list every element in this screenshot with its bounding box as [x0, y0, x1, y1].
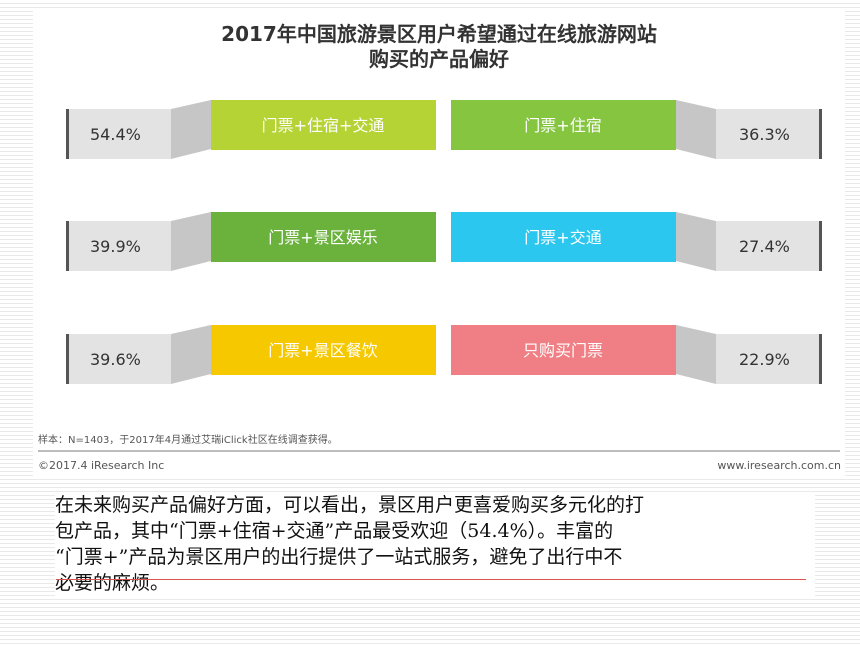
right-fold [676, 100, 716, 159]
left-edge [66, 334, 69, 384]
right-label-box [451, 100, 676, 150]
left-value-block [67, 334, 171, 384]
left-label: 门票+景区娱乐 [268, 228, 377, 247]
right-value: 22.9% [739, 350, 790, 369]
left-value: 54.4% [90, 125, 141, 144]
left-label-box [211, 212, 436, 262]
right-edge [819, 334, 822, 384]
left-label: 门票+住宿+交通 [262, 116, 385, 135]
caption-line-2: 包产品，其中“门票+住宿+交通”产品最受欢迎（54.4%）。丰富的 [55, 520, 614, 542]
right-label: 门票+住宿 [524, 116, 601, 135]
left-value-block [67, 109, 171, 159]
right-edge [819, 109, 822, 159]
chart-title-line-2: 购买的产品偏好 [369, 47, 509, 71]
left-label-box [211, 100, 436, 150]
right-label-box [451, 212, 676, 262]
right-label: 门票+交通 [524, 228, 601, 247]
left-value-block [67, 221, 171, 271]
left-fold [171, 212, 211, 271]
left-fold [171, 325, 211, 384]
right-value: 36.3% [739, 125, 790, 144]
footer-divider [38, 450, 840, 452]
left-edge [66, 109, 69, 159]
left-value: 39.9% [90, 237, 141, 256]
sample-note: 样本：N=1403，于2017年4月通过艾瑞iClick社区在线调查获得。 [38, 435, 338, 446]
left-edge [66, 221, 69, 271]
chart-svg: 门票+住宿+交通 54.4% 门票+住宿 36.3% 门票+景区娱乐 39.9% 门票+交通… [66, 100, 822, 384]
website-text: www.iresearch.com.cn [717, 459, 841, 472]
chart-panel: 2017年中国旅游景区用户希望通过在线旅游网站 购买的产品偏好 门票+住宿+交通… [33, 8, 845, 478]
caption-line-1: 在未来购买产品偏好方面，可以看出，景区用户更喜爱购买多元化的打 [55, 494, 645, 516]
caption-underline [56, 579, 806, 580]
right-value: 27.4% [739, 237, 790, 256]
right-value-block [716, 109, 820, 159]
left-value: 39.6% [90, 350, 141, 369]
chart-title: 2017年中国旅游景区用户希望通过在线旅游网站 购买的产品偏好 [33, 22, 845, 72]
right-fold [676, 325, 716, 384]
right-value-block [716, 221, 820, 271]
caption-line-4: 必要的麻烦。 [55, 572, 170, 594]
left-label-box [211, 325, 436, 375]
caption-line-3: “门票+”产品为景区用户的出行提供了一站式服务，避免了出行中不 [55, 546, 623, 568]
left-fold [171, 100, 211, 159]
right-edge [819, 221, 822, 271]
right-value-block [716, 334, 820, 384]
right-label: 只购买门票 [523, 341, 603, 360]
caption-text: 在未来购买产品偏好方面，可以看出，景区用户更喜爱购买多元化的打 包产品，其中“门… [55, 492, 815, 596]
right-fold [676, 212, 716, 271]
right-label-box [451, 325, 676, 375]
copyright-text: ©2017.4 iResearch Inc [38, 459, 165, 472]
left-label: 门票+景区餐饮 [268, 341, 377, 360]
chart-title-line-1: 2017年中国旅游景区用户希望通过在线旅游网站 [221, 22, 657, 46]
